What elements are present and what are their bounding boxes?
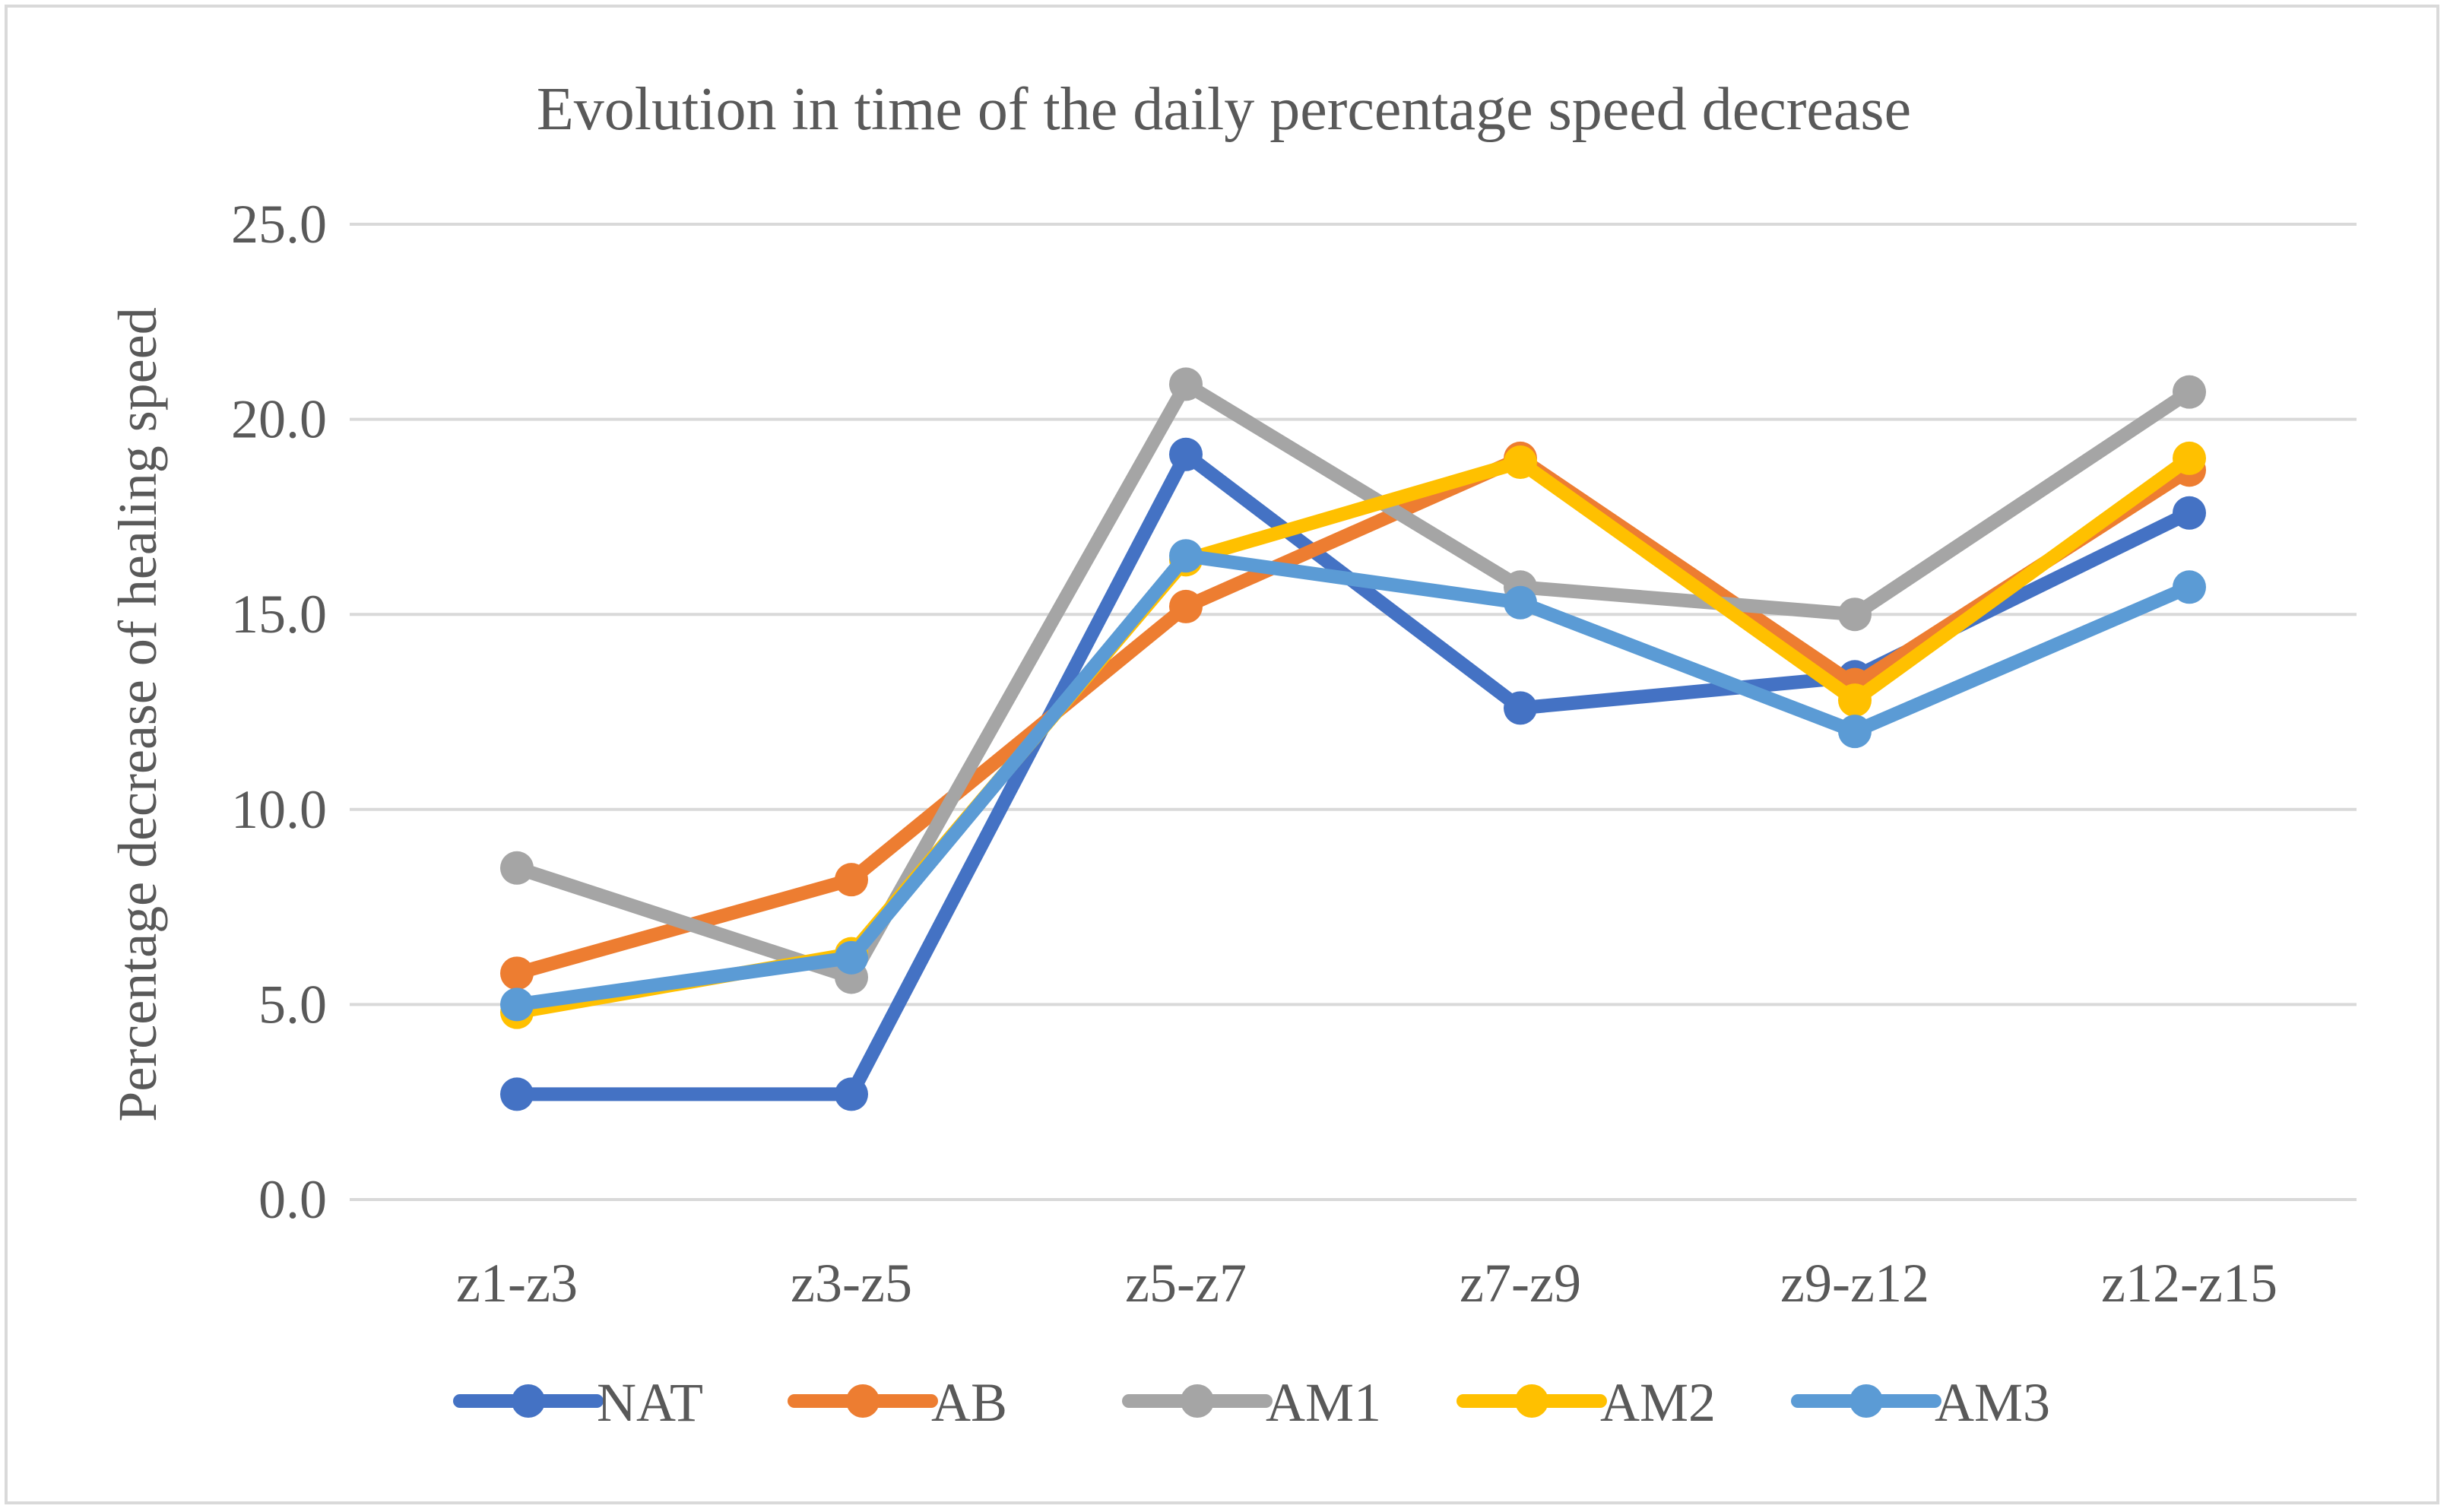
series-ab — [500, 441, 2206, 991]
data-point-am3 — [500, 987, 534, 1022]
data-point-am1 — [500, 851, 534, 885]
data-point-nat — [835, 1077, 868, 1111]
legend-label: AB — [931, 1372, 1007, 1433]
legend-label: NAT — [597, 1372, 703, 1433]
x-tick-label: z7-z9 — [1460, 1253, 1581, 1314]
data-point-am3 — [1504, 585, 1537, 620]
chart-frame — [5, 5, 2439, 1504]
y-tick-label: 0.0 — [258, 1169, 327, 1230]
gridlines — [350, 223, 2357, 1201]
data-point-am2 — [1838, 683, 1872, 718]
x-tick-label: z12-z15 — [2101, 1253, 2277, 1314]
x-tick-label: z1-z3 — [456, 1253, 578, 1314]
series-lines — [500, 367, 2206, 1111]
data-point-nat — [2173, 496, 2206, 530]
series-line-ab — [510, 451, 2196, 981]
legend-label: AM1 — [1266, 1372, 1381, 1433]
data-point-nat — [1169, 437, 1203, 471]
legend-item-am2: AM2 — [1456, 1372, 1716, 1433]
legend-swatch-marker — [1181, 1384, 1214, 1418]
data-point-am1 — [2173, 375, 2206, 409]
data-point-am1 — [1169, 367, 1203, 401]
data-point-nat — [1504, 691, 1537, 725]
y-tick-label: 20.0 — [231, 389, 327, 450]
legend-swatch-marker — [1515, 1384, 1548, 1418]
y-tick-label: 10.0 — [231, 779, 327, 840]
data-point-am3 — [2173, 570, 2206, 604]
data-point-ab — [835, 863, 868, 897]
legend-item-nat: NAT — [453, 1372, 703, 1433]
series-line-am2 — [510, 451, 2196, 1019]
y-tick-label: 25.0 — [231, 194, 327, 255]
x-tick-label: z3-z5 — [791, 1253, 912, 1314]
series-am3 — [500, 539, 2206, 1022]
series-line-am3 — [510, 549, 2196, 1012]
x-axis-ticks: z1-z3 z3-z5 z5-z7 z7-z9 z9-z12 z12-z15 — [456, 1253, 2277, 1314]
legend: NAT AB AM1 AM2 AM3 — [453, 1372, 2050, 1433]
y-axis-ticks: 0.0 5.0 10.0 15.0 20.0 25.0 — [231, 194, 327, 1230]
data-point-nat — [500, 1077, 534, 1111]
legend-item-ab: AB — [788, 1372, 1007, 1433]
data-point-am2 — [1504, 445, 1537, 480]
x-tick-label: z5-z7 — [1125, 1253, 1247, 1314]
data-point-am3 — [835, 940, 868, 975]
series-line-nat — [510, 447, 2196, 1102]
y-tick-label: 15.0 — [231, 584, 327, 645]
data-point-am2 — [2173, 441, 2206, 475]
chart-title: Evolution in time of the daily percentag… — [537, 76, 1911, 143]
legend-label: AM2 — [1600, 1372, 1716, 1433]
data-point-am3 — [1838, 715, 1872, 749]
data-point-ab — [1169, 589, 1203, 623]
legend-item-am3: AM3 — [1791, 1372, 2050, 1433]
legend-swatch-marker — [512, 1384, 545, 1418]
legend-swatch-marker — [846, 1384, 880, 1418]
series-line-am1 — [510, 377, 2196, 984]
data-point-am3 — [1169, 539, 1203, 573]
legend-swatch-marker — [1850, 1384, 1883, 1418]
y-axis-label: Percentage decrease of healing speed — [107, 307, 168, 1121]
legend-item-am1: AM1 — [1122, 1372, 1381, 1433]
x-tick-label: z9-z12 — [1780, 1253, 1929, 1314]
legend-label: AM3 — [1935, 1372, 2050, 1433]
data-point-ab — [500, 956, 534, 991]
data-point-am1 — [1838, 598, 1872, 632]
y-tick-label: 5.0 — [258, 974, 327, 1035]
